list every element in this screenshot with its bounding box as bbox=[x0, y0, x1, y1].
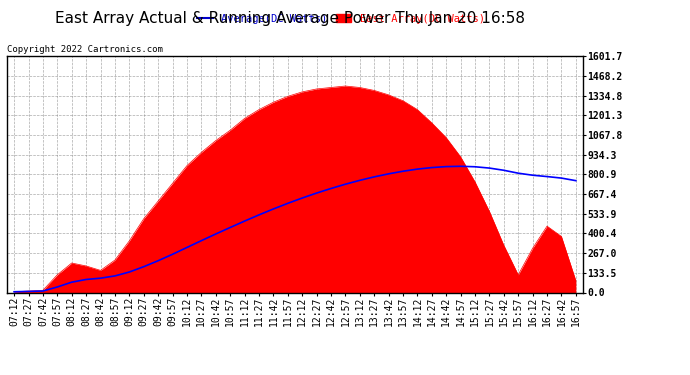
Text: East Array Actual & Running Average Power Thu Jan 20 16:58: East Array Actual & Running Average Powe… bbox=[55, 11, 525, 26]
Legend: Average(DC Watts), East Array(DC Watts): Average(DC Watts), East Array(DC Watts) bbox=[193, 9, 489, 28]
Text: Copyright 2022 Cartronics.com: Copyright 2022 Cartronics.com bbox=[7, 45, 163, 54]
